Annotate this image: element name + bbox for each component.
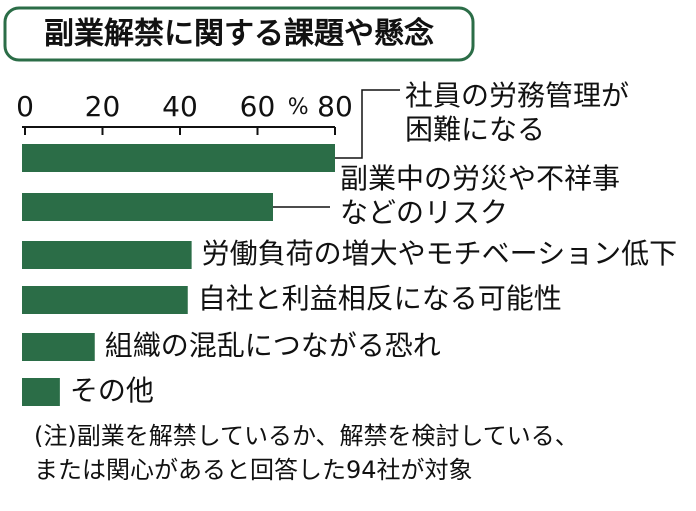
x-tick-label: 20 [85, 90, 121, 123]
x-tick-label: 40 [162, 90, 198, 123]
bar [22, 286, 188, 314]
x-tick-label: 80 [317, 90, 353, 123]
note: (注)副業を解禁しているか、解禁を検討している、または関心があると回答した94社… [34, 422, 579, 484]
title-box [3, 6, 475, 62]
bar [22, 378, 60, 406]
category-label: 労働負荷の増大やモチベーション低下 [202, 237, 677, 270]
category-label: その他 [70, 374, 154, 407]
category-label: 副業中の労災や不祥事などのリスク [340, 162, 620, 229]
bar [22, 333, 95, 361]
bar [22, 241, 192, 269]
chart-title: 副業解禁に関する課題や懸念 [44, 17, 434, 52]
leader-line [335, 89, 400, 159]
bar [22, 193, 273, 221]
x-tick-label: 0 [16, 90, 34, 123]
category-label: 組織の混乱につながる恐れ [105, 329, 441, 362]
bar [22, 144, 335, 172]
x-unit: % [288, 95, 309, 120]
category-label: 社員の労務管理が困難になる [405, 79, 629, 146]
x-tick-label: 60 [240, 90, 276, 123]
category-label: 自社と利益相反になる可能性 [198, 282, 562, 315]
